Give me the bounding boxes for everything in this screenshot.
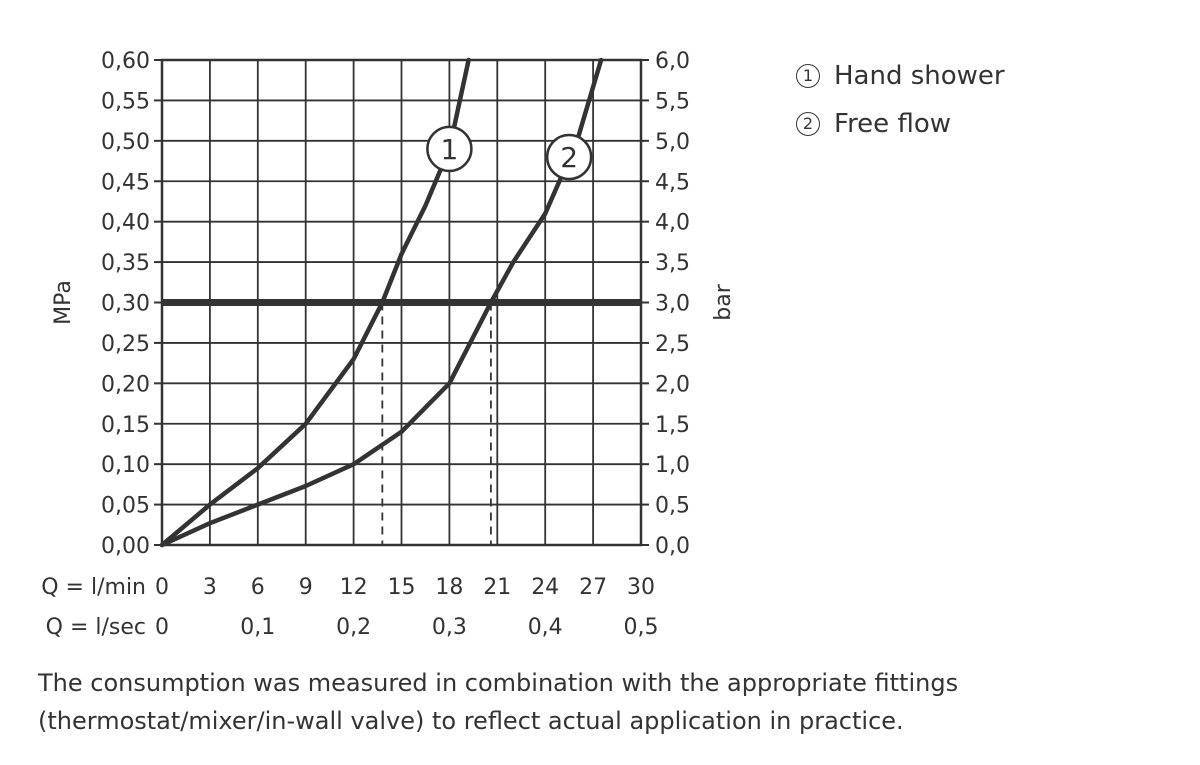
y-right-tick-label: 1,0 <box>655 453 690 478</box>
x-tick-label-lmin: 15 <box>388 575 416 600</box>
y-left-tick-label: 0,35 <box>101 251 150 276</box>
measurement-note: The consumption was measured in combinat… <box>38 669 959 735</box>
y-left-tick-label: 0,30 <box>101 292 150 317</box>
series-line-1 <box>159 57 471 548</box>
legend: 1 Hand shower 2 Free flow <box>796 52 1005 148</box>
legend-label-free-flow: Free flow <box>834 109 951 139</box>
x-tick-label-lsec: 0,5 <box>624 615 659 640</box>
legend-label-hand-shower: Hand shower <box>834 61 1005 91</box>
x-tick-label-lsec: 0 <box>155 615 169 640</box>
series-marker-circle-1 <box>426 125 473 173</box>
tick-layer <box>154 59 649 546</box>
y-right-tick-label: 5,5 <box>655 89 690 114</box>
x-tick-label-lmin: 24 <box>531 575 559 600</box>
y-left-tick-label: 0,20 <box>101 372 150 397</box>
y-left-tick-label: 0,50 <box>101 130 150 155</box>
y-left-tick-label: 0,40 <box>101 211 150 236</box>
y-right-tick-label: 2,5 <box>655 332 690 357</box>
x-axis-label-lmin: Q = l/min <box>41 575 146 600</box>
y-right-tick-label: 4,5 <box>655 170 690 195</box>
x-tick-label-lsec: 0,4 <box>528 615 563 640</box>
plot-frame <box>160 58 643 547</box>
y-right-tick-label: 1,5 <box>655 413 690 438</box>
y-left-tick-label: 0,60 <box>101 49 150 74</box>
x-tick-label-lmin: 21 <box>483 575 511 600</box>
x-axis-label-lsec: Q = l/sec <box>46 615 146 640</box>
series-line-2 <box>159 57 604 548</box>
y-left-tick-label: 0,55 <box>101 89 150 114</box>
y-left-axis-label: MPa <box>51 280 76 325</box>
y-right-axis-label: bar <box>711 283 736 320</box>
y-left-tick-label: 0,45 <box>101 170 150 195</box>
legend-number-1: 1 <box>796 64 820 88</box>
y-left-tick-label: 0,05 <box>101 494 150 519</box>
y-right-tick-label: 2,0 <box>655 372 690 397</box>
legend-number-2: 2 <box>796 112 820 136</box>
y-left-tick-label: 0,00 <box>101 534 150 559</box>
intersection-drop-lines <box>381 302 492 545</box>
axis-labels: 0,00 0,00,05 0,50,10 1,00,15 1,50,20 2,00,25 2… <box>41 49 736 640</box>
x-tick-label-lmin: 18 <box>435 575 463 600</box>
x-tick-label-lmin: 9 <box>299 575 313 600</box>
y-right-tick-label: 3,5 <box>655 251 690 276</box>
series-marker-circle-2 <box>545 133 593 181</box>
y-right-tick-label: 0,5 <box>655 494 690 519</box>
y-left-tick-label: 0,10 <box>101 453 150 478</box>
y-right-tick-label: 6,0 <box>655 49 690 74</box>
x-tick-label-lsec: 0,3 <box>432 615 467 640</box>
series-marker-number-1: 1 <box>440 133 458 166</box>
x-tick-label-lmin: 6 <box>251 575 265 600</box>
legend-item-free-flow: 2 Free flow <box>796 100 1005 148</box>
series-layer <box>159 57 604 548</box>
y-left-tick-label: 0,25 <box>101 332 150 357</box>
x-tick-label-lmin: 12 <box>340 575 368 600</box>
y-right-tick-label: 0,0 <box>655 534 690 559</box>
x-tick-label-lmin: 27 <box>579 575 607 600</box>
x-tick-label-lsec: 0,2 <box>336 615 371 640</box>
y-right-tick-label: 5,0 <box>655 130 690 155</box>
y-left-tick-label: 0,15 <box>101 413 150 438</box>
x-tick-label-lmin: 0 <box>155 575 169 600</box>
x-tick-label-lmin: 30 <box>627 575 655 600</box>
x-tick-label-lmin: 3 <box>203 575 217 600</box>
y-right-tick-label: 3,0 <box>655 292 690 317</box>
series-marker-number-2: 2 <box>560 141 578 174</box>
x-tick-label-lsec: 0,1 <box>240 615 275 640</box>
legend-item-hand-shower: 1 Hand shower <box>796 52 1005 100</box>
y-right-tick-label: 4,0 <box>655 211 690 236</box>
